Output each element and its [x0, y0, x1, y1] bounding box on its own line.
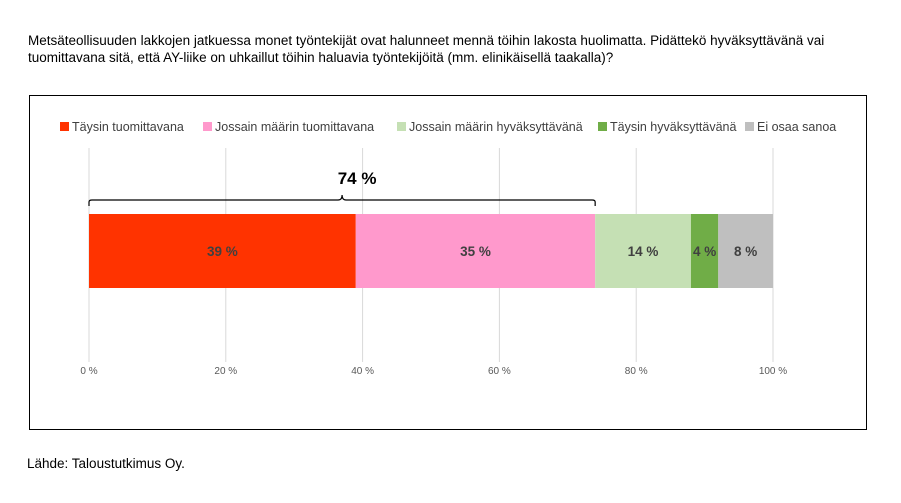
- bar-segment: [355, 214, 596, 288]
- bars: [89, 214, 773, 288]
- x-axis-ticks: 0 % 20 % 40 % 60 % 80 % 100 %: [80, 366, 787, 377]
- legend-swatch: [203, 122, 212, 131]
- bracket-line: [88, 194, 596, 206]
- x-tick-label: 20 %: [214, 366, 237, 377]
- bar-segment: [595, 214, 691, 288]
- legend-swatch: [397, 122, 406, 131]
- legend-swatch: [60, 122, 69, 131]
- chart-frame: Täysin tuomittavana Jossain määrin tuomit…: [29, 95, 867, 430]
- bracket-total-label: 74 %: [338, 169, 377, 188]
- legend-label: Täysin tuomittavana: [72, 120, 184, 134]
- x-tick-label: 60 %: [488, 366, 511, 377]
- x-tick-label: 0 %: [80, 366, 97, 377]
- x-tick-label: 100 %: [759, 366, 787, 377]
- legend-swatch: [598, 122, 607, 131]
- x-tick-label: 80 %: [625, 366, 648, 377]
- bar-labels: 39 % 35 % 14 % 4 % 8 %: [207, 244, 757, 259]
- bar-data-label: 39 %: [207, 244, 238, 259]
- legend-swatch: [745, 122, 754, 131]
- chart-question-title: Metsäteollisuuden lakkojen jatkuessa mon…: [28, 33, 825, 65]
- bar-segment: [89, 214, 356, 288]
- bar-data-label: 8 %: [734, 244, 757, 259]
- bar-data-label: 4 %: [693, 244, 716, 259]
- legend-label: Ei osaa sanoa: [757, 120, 836, 134]
- bar-data-label: 35 %: [460, 244, 491, 259]
- bar-segment: [690, 214, 719, 288]
- bar-segment: [718, 214, 773, 288]
- stacked-bar-chart: Täysin tuomittavana Jossain määrin tuomit…: [60, 120, 836, 377]
- legend-label: Jossain määrin tuomittavana: [215, 120, 374, 134]
- legend: Täysin tuomittavana Jossain määrin tuomit…: [60, 120, 836, 134]
- bracket-annotation: 74 %: [88, 169, 596, 206]
- bar-data-label: 14 %: [628, 244, 659, 259]
- legend-label: Täysin hyväksyttävänä: [610, 120, 736, 134]
- source-note: Lähde: Taloustutkimus Oy.: [27, 456, 185, 471]
- x-tick-label: 40 %: [351, 366, 374, 377]
- legend-label: Jossain määrin hyväksyttävänä: [409, 120, 583, 134]
